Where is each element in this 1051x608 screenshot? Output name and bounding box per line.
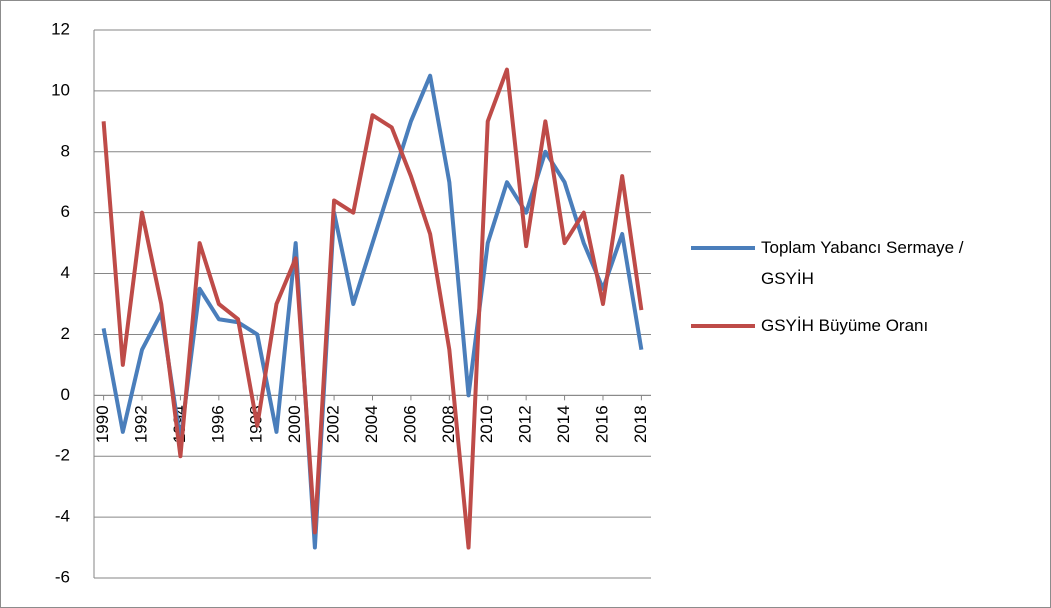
legend-label: Toplam Yabancı Sermaye / GSYİH	[761, 238, 964, 288]
x-tick-label: 1996	[208, 405, 227, 443]
x-tick-label: 2004	[362, 405, 381, 443]
y-tick-label: -4	[55, 507, 70, 526]
x-tick-label: 2002	[324, 405, 343, 443]
series-line	[101, 73, 644, 550]
x-tick-label: 2016	[592, 405, 611, 443]
x-tick-label: 2006	[400, 405, 419, 443]
series-line	[101, 67, 644, 550]
legend-swatch	[691, 246, 755, 250]
y-tick-label: -6	[55, 567, 70, 586]
x-tick-label: 1992	[132, 405, 151, 443]
legend-swatch	[691, 324, 755, 328]
x-tick-label: 2018	[631, 405, 650, 443]
y-tick-label: 10	[51, 80, 70, 99]
x-tick-label: 2014	[554, 405, 573, 443]
x-tick-label: 2010	[477, 405, 496, 443]
legend-label: GSYİH Büyüme Oranı	[761, 316, 929, 335]
x-tick-label: 2012	[516, 405, 535, 443]
x-tick-label: 1990	[93, 405, 112, 443]
y-tick-label: 6	[61, 202, 70, 221]
y-tick-label: 8	[61, 141, 70, 160]
y-tick-label: 12	[51, 19, 70, 38]
x-tick-label: 2008	[439, 405, 458, 443]
legend-item: Toplam Yabancı Sermaye / GSYİH	[691, 232, 1011, 294]
y-tick-label: 4	[61, 263, 70, 282]
y-tick-label: 0	[61, 385, 70, 404]
y-tick-label: 2	[61, 324, 70, 343]
legend-item: GSYİH Büyüme Oranı	[691, 310, 1011, 341]
x-tick-label: 2000	[285, 405, 304, 443]
y-tick-label: -2	[55, 446, 70, 465]
